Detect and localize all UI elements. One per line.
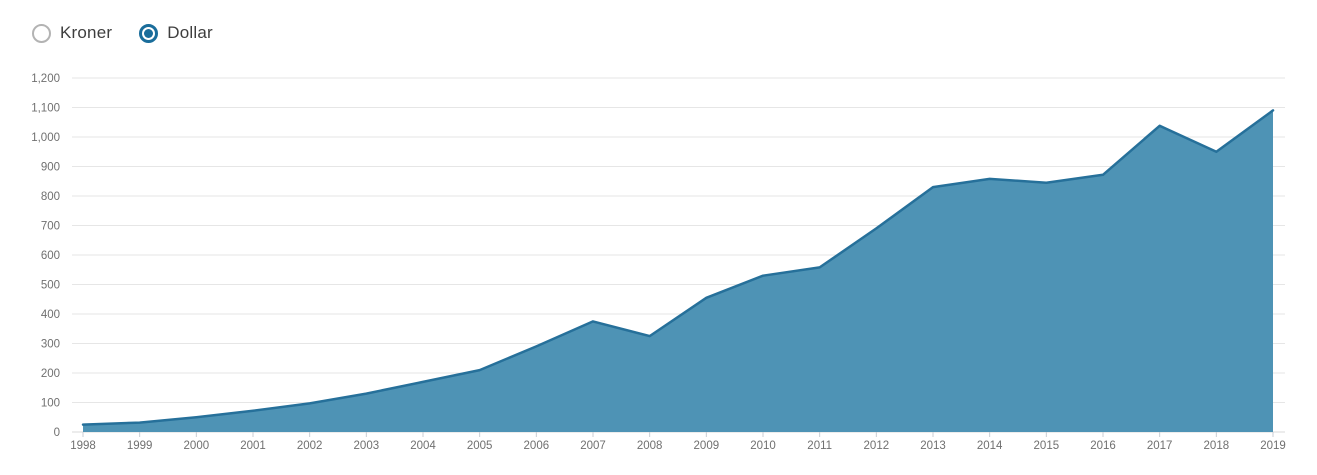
y-axis-tick-label: 700 [41,221,60,233]
x-axis-tick-label: 2017 [1147,440,1173,452]
x-axis-tick-label: 2005 [467,440,493,452]
y-axis-tick-label: 200 [41,368,60,380]
y-axis-tick-label: 1,000 [31,132,60,144]
y-axis-tick-label: 1,200 [31,73,60,85]
x-axis-tick-label: 2011 [807,440,832,452]
y-axis-tick-label: 900 [41,162,60,174]
radio-dot-icon [144,28,154,38]
area-series-line [81,109,1275,426]
x-axis-tick-label: 2009 [694,440,720,452]
radio-circle-icon[interactable] [139,23,159,43]
x-axis-tick-label: 2003 [354,440,380,452]
y-axis-tick-label: 500 [41,280,60,292]
radio-kroner[interactable]: Kroner [32,23,112,43]
x-axis-tick-label: 2010 [750,440,776,452]
x-axis-tick-label: 2013 [920,440,946,452]
x-axis-tick-label: 2016 [1090,440,1116,452]
area-chart: 0 100 200 300 400 500 600 700 800 900 1,000 1,100 1,… [0,55,1317,475]
radio-kroner-label[interactable]: Kroner [60,23,113,42]
x-axis-tick-label: 2019 [1260,440,1286,452]
x-axis-tick-label: 1999 [127,440,153,452]
x-axis-tick-label: 2000 [184,440,210,452]
x-axis-tick-label: 2018 [1204,440,1230,452]
x-axis-tick-label: 2008 [637,440,663,452]
y-axis-tick-label: 1,100 [31,103,60,115]
x-axis-tick-label: 2012 [864,440,890,452]
x-axis-tick-label: 2015 [1034,440,1060,452]
area-series-fill [83,110,1273,433]
x-axis-tick-label: 2001 [240,440,266,452]
radio-dollar[interactable]: Dollar [139,23,213,43]
radio-dollar-label[interactable]: Dollar [167,23,213,42]
area-chart-svg: 0 100 200 300 400 500 600 700 800 900 1,000 1,100 1,… [31,73,1286,452]
x-axis-tick-label: 1998 [70,440,96,452]
y-axis-tick-label: 100 [41,398,60,410]
y-axis-tick-label: 600 [41,250,60,262]
x-axis-tick-label: 2004 [410,440,436,452]
unit-toggle-group: Kroner Dollar [32,23,213,43]
x-axis-tick-label: 2007 [580,440,606,452]
x-axis-tick-label: 2002 [297,440,323,452]
y-axis-tick-label: 800 [41,191,60,203]
x-axis-tick-label: 2006 [524,440,550,452]
radio-circle-icon[interactable] [32,23,51,43]
y-axis-tick-label: 0 [54,427,60,439]
x-axis-tick-label: 2014 [977,440,1003,452]
y-axis-tick-label: 400 [41,309,60,321]
y-axis-tick-label: 300 [41,339,60,351]
